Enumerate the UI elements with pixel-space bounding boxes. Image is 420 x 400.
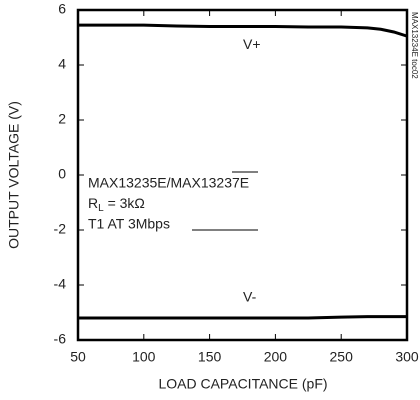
x-tick-label: 250 [330, 349, 354, 365]
series-label: V+ [243, 36, 261, 52]
y-tick-label: 6 [58, 1, 66, 17]
x-tick-label: 200 [264, 349, 288, 365]
annotation: RL = 3kΩ [88, 195, 145, 214]
series-line [78, 315, 407, 320]
y-tick-label: 0 [58, 166, 66, 182]
y-axis-title: OUTPUT VOLTAGE (V) [6, 101, 22, 249]
annotation-sub: L [98, 203, 104, 214]
annotation: MAX13235E/MAX13237E [88, 175, 249, 191]
series-label: V- [243, 289, 257, 305]
x-axis-title: LOAD CAPACITANCE (pF) [158, 376, 327, 392]
x-tick-label: 50 [70, 349, 86, 365]
side-note: MAX13234E toc02 [410, 12, 419, 79]
x-tick-label: 300 [395, 349, 419, 365]
series-line [78, 23, 408, 38]
annotation-part: = 3kΩ [104, 195, 145, 211]
x-tick-label: 150 [198, 349, 222, 365]
y-tick-label: -2 [54, 221, 67, 237]
y-tick-label: -4 [54, 276, 67, 292]
y-tick-label: -6 [54, 331, 67, 347]
annotation-part: R [88, 195, 98, 211]
x-tick-label: 100 [132, 349, 156, 365]
y-tick-label: 2 [58, 111, 66, 127]
y-tick-label: 4 [58, 56, 66, 72]
plot-frame [76, 8, 409, 342]
annotation: T1 AT 3Mbps [88, 216, 170, 232]
